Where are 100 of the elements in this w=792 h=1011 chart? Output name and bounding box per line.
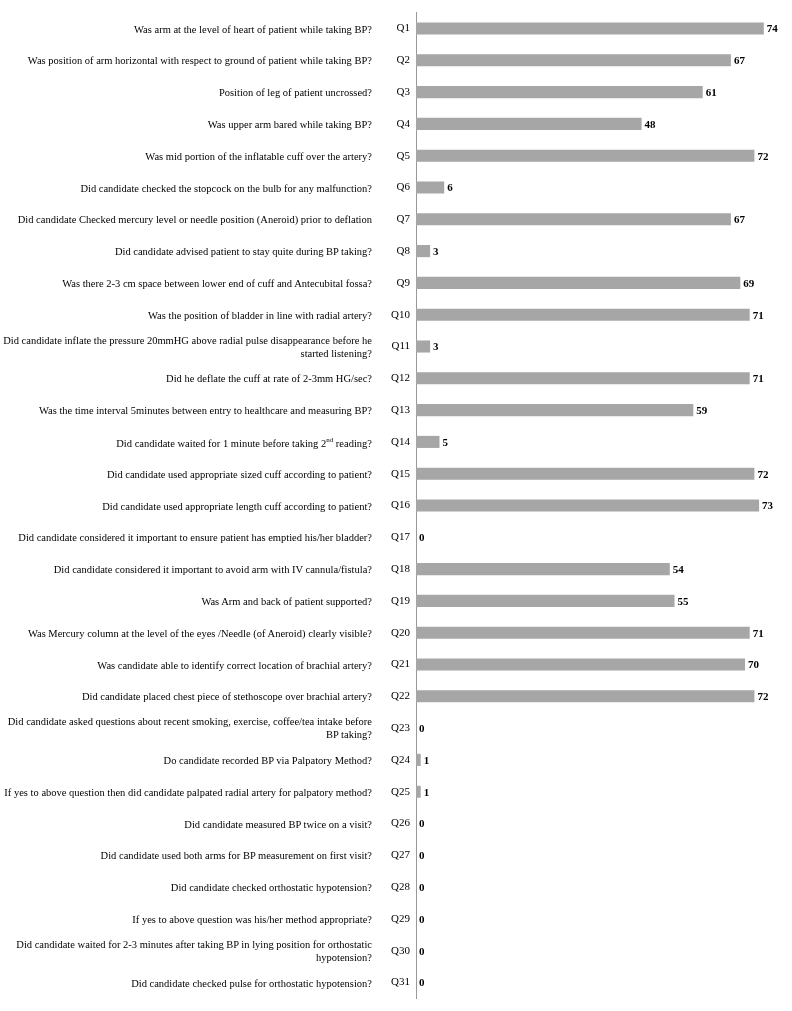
data-label: 0 xyxy=(419,976,425,989)
text: Was position of arm horizontal with respect to ground of patient while taking BP? xyxy=(26,53,372,67)
y-tick-label: Q24 xyxy=(391,752,411,765)
text: If yes to above question was his/her method appropriate? xyxy=(131,912,372,926)
data-label: 73 xyxy=(762,499,774,512)
bar xyxy=(416,467,755,480)
data-label: 54 xyxy=(672,562,685,575)
y-tick-label: Q27 xyxy=(391,848,411,861)
y-tick-label: Q21 xyxy=(391,657,410,670)
text: Did candidate placed chest piece of stethoscope over brachial artery? xyxy=(80,689,372,703)
data-label: 6 xyxy=(447,181,454,194)
data-label: 55 xyxy=(677,594,689,607)
data-label: 0 xyxy=(419,721,425,734)
text: Did candidate checked pulse for orthostatic hypotension? xyxy=(130,976,372,989)
data-label: 0 xyxy=(419,849,425,862)
text: Position of leg of patient uncrossed? xyxy=(217,85,372,99)
data-label: 72 xyxy=(757,149,769,162)
text: Did he deflate the cuff at rate of 2-3mm HG/sec? xyxy=(165,371,372,385)
text: If yes to above question then did candidate palpated radial artery for palpatory method? xyxy=(3,785,372,799)
data-label: 67 xyxy=(733,54,746,67)
text: Did candidate waited for 2-3 minutes after taking BP in lying position for orthostatic hypotension? xyxy=(15,937,372,964)
y-tick-label: Q19 xyxy=(391,593,411,606)
y-tick-label: Q26 xyxy=(391,816,411,829)
bar xyxy=(416,690,755,703)
data-label: 0 xyxy=(419,531,425,544)
bar xyxy=(416,54,731,67)
data-label: 3 xyxy=(433,340,440,353)
bar xyxy=(416,276,741,289)
text: Was mid portion of the inflatable cuff over the artery? xyxy=(144,149,372,163)
y-tick-label: Q9 xyxy=(396,275,411,288)
text: Did candidate measured BP twice on a visit? xyxy=(183,817,372,830)
y-tick-label: Q5 xyxy=(396,148,411,161)
text: Did candidate considered it important to ensure patient has emptied his/her bladder? xyxy=(17,530,372,544)
bar xyxy=(416,308,750,321)
y-tick-label: Q30 xyxy=(391,943,411,956)
text: Was the time interval 5minutes between entry to healthcare and measuring BP? xyxy=(38,403,372,417)
bar xyxy=(416,86,703,99)
data-label: 70 xyxy=(748,658,760,671)
data-label: 71 xyxy=(752,308,764,321)
data-label: 61 xyxy=(705,85,717,98)
text: Did candidate used appropriate length cuff according to patient? xyxy=(101,499,372,512)
y-tick-label: Q6 xyxy=(396,180,411,193)
text: Do candidate recorded BP via Palpatory Method? xyxy=(162,753,372,767)
y-tick-label: Q3 xyxy=(396,84,411,97)
bar xyxy=(416,753,421,766)
text: Did candidate used appropriate sized cuff according to patient? xyxy=(105,467,372,481)
bar xyxy=(416,594,675,607)
text: Was arm at the level of heart of patient while taking BP? xyxy=(133,22,372,35)
bar xyxy=(416,372,750,385)
bar xyxy=(416,658,745,671)
data-label: 59 xyxy=(696,403,708,416)
data-label: 48 xyxy=(644,117,657,130)
y-tick-label: Q15 xyxy=(391,466,411,479)
y-tick-label: Q7 xyxy=(396,212,411,225)
text: Did candidate waited for 1 minute before taking 2$^{nd}$ reading? xyxy=(115,435,372,450)
text: Did candidate checked the stopcock on the bulb for any malfunction? xyxy=(79,181,372,194)
data-label: 3 xyxy=(433,244,440,257)
data-label: 74 xyxy=(766,22,779,35)
text: Did candidate asked questions about recent smoking, exercise, coffee/tea intake before BP taking? xyxy=(6,715,372,742)
data-label: 71 xyxy=(752,372,764,385)
bar xyxy=(416,563,670,576)
text: Was the position of bladder in line with radial artery? xyxy=(147,308,372,322)
y-tick-label: Q22 xyxy=(391,689,410,702)
bar xyxy=(416,22,764,35)
y-tick-label: Q28 xyxy=(391,879,411,892)
y-tick-label: Q20 xyxy=(391,625,411,638)
y-tick-label: Q1 xyxy=(396,21,410,34)
data-label: 1 xyxy=(423,785,430,798)
y-tick-label: Q29 xyxy=(391,911,411,924)
data-label: 72 xyxy=(757,467,769,480)
bar xyxy=(416,404,694,417)
y-tick-label: Q4 xyxy=(396,116,411,129)
data-label: 72 xyxy=(757,690,769,703)
y-tick-label: Q13 xyxy=(391,402,411,415)
data-label: 0 xyxy=(419,912,425,925)
text: Did candidate considered it important to avoid arm with IV cannula/fistula? xyxy=(52,562,372,576)
bar xyxy=(416,117,642,130)
y-tick-label: Q23 xyxy=(391,720,411,733)
bar xyxy=(416,499,760,512)
text: Did candidate checked orthostatic hypotension? xyxy=(169,880,372,894)
text: Was upper arm bared while taking BP? xyxy=(206,117,372,131)
y-tick-label: Q10 xyxy=(391,307,411,320)
y-tick-label: Q12 xyxy=(391,371,410,384)
y-tick-label: Q17 xyxy=(391,530,411,543)
data-label: 0 xyxy=(419,880,425,893)
y-tick-label: Q16 xyxy=(391,498,411,511)
y-tick-label: Q18 xyxy=(391,561,411,574)
bar xyxy=(416,181,445,194)
bar xyxy=(416,149,755,162)
bar xyxy=(416,435,440,448)
text: Did candidate advised patient to stay quite during BP taking? xyxy=(113,244,372,258)
bar xyxy=(416,245,431,258)
text: Did candidate inflate the pressure 20mmHG above radial pulse disappearance before he started listening? xyxy=(2,333,372,360)
data-label: 67 xyxy=(733,213,746,226)
bar xyxy=(416,785,421,798)
text: Was there 2-3 cm space between lower end of cuff and Antecubital fossa? xyxy=(61,276,372,290)
bar xyxy=(416,626,750,639)
data-label: 0 xyxy=(419,944,425,957)
text: Was candidate able to identify correct location of brachial artery? xyxy=(96,658,372,671)
y-tick-label: Q11 xyxy=(391,339,410,352)
